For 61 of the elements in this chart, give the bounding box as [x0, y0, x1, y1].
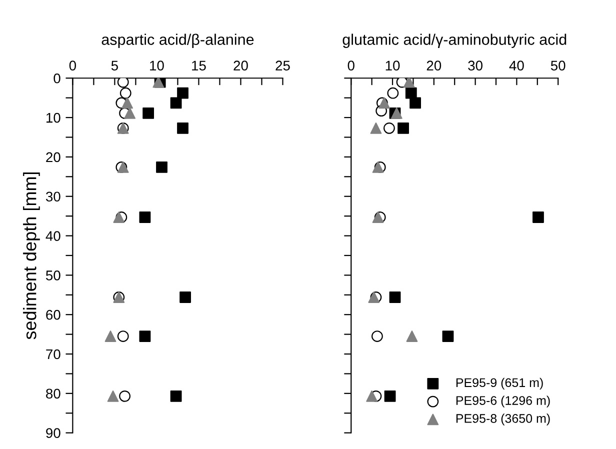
y-tick-label: 90	[46, 428, 60, 438]
point	[104, 330, 116, 342]
point	[410, 97, 421, 109]
x-tick-label: 10	[150, 60, 164, 71]
point	[378, 97, 390, 109]
legend-label: PE95-8 (3650 m)	[456, 414, 550, 426]
y-tick-label: 80	[46, 388, 60, 399]
point	[156, 161, 168, 173]
point	[124, 108, 136, 119]
point	[177, 122, 188, 134]
point	[113, 212, 125, 223]
point	[122, 97, 134, 109]
x-tick-label: 50	[550, 60, 566, 71]
x-tick-label: 20	[234, 60, 248, 71]
point	[384, 122, 395, 134]
point	[370, 122, 382, 134]
point	[170, 390, 182, 402]
y-tick-label: 40	[46, 231, 60, 241]
chart-title: aspartic acid/β-alanine	[102, 34, 254, 48]
x-tick-label: 15	[192, 60, 206, 71]
point	[120, 87, 132, 99]
point	[442, 330, 454, 342]
y-tick-label: 60	[46, 310, 60, 320]
point	[117, 78, 129, 88]
point	[532, 212, 544, 223]
point	[403, 78, 415, 88]
x-tick-label: 5	[111, 60, 118, 71]
point	[384, 390, 396, 402]
x-tick-label: 30	[468, 60, 482, 71]
point	[366, 390, 378, 402]
legend-label: PE95-9 (651 m)	[456, 378, 543, 390]
point	[406, 330, 418, 342]
point	[117, 330, 129, 342]
point	[387, 87, 399, 99]
point	[389, 292, 401, 303]
y-axis-title: sediment depth [mm]	[23, 172, 40, 340]
point	[139, 330, 151, 342]
x-tick-label: 10	[386, 60, 400, 71]
y-tick-label: 10	[46, 112, 60, 123]
x-tick-label: 40	[509, 60, 524, 71]
point	[142, 108, 154, 119]
point	[139, 212, 151, 223]
point	[119, 390, 130, 402]
x-tick-label: 20	[426, 60, 442, 71]
y-tick-label: 0	[54, 73, 60, 84]
y-tick-label: 20	[46, 152, 60, 162]
x-tick-label: 0	[69, 60, 76, 71]
y-tick-label: 50	[46, 270, 60, 280]
x-tick-label: 25	[276, 60, 290, 71]
chart-title: glutamic acid/γ-aminobutyric acid	[342, 34, 566, 48]
point	[177, 87, 188, 99]
legend-label: PE95-6 (1296 m)	[456, 396, 550, 408]
x-tick-label: 0	[348, 60, 354, 71]
y-tick-label: 70	[46, 349, 60, 360]
point	[371, 330, 383, 342]
point	[405, 87, 417, 99]
point	[180, 292, 191, 303]
point	[170, 97, 182, 109]
point	[398, 122, 409, 134]
point	[107, 390, 119, 402]
y-tick-label: 30	[46, 192, 60, 202]
